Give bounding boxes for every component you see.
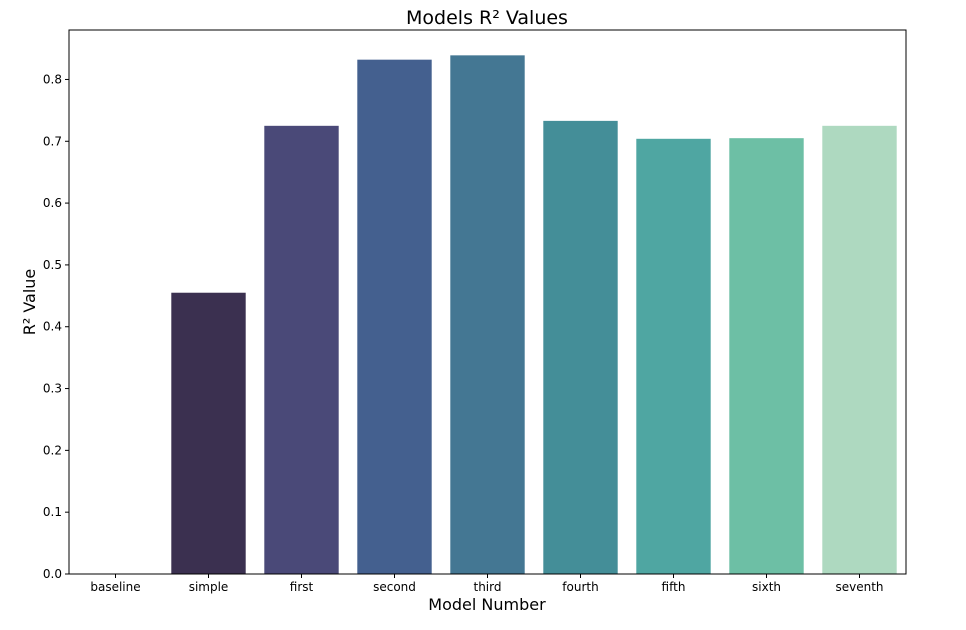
- x-axis-title: Model Number: [428, 595, 546, 614]
- x-tick-label: fourth: [562, 580, 598, 594]
- x-tick-label: third: [474, 580, 502, 594]
- y-tick-label: 0.5: [43, 258, 62, 272]
- y-tick-label: 0.7: [43, 134, 62, 148]
- y-tick-label: 0.0: [43, 567, 62, 581]
- bar-seventh: [822, 125, 897, 575]
- bar-fifth: [636, 138, 711, 575]
- y-tick-label: 0.8: [43, 72, 62, 86]
- x-tick-label: baseline: [90, 580, 140, 594]
- bar-first: [264, 125, 339, 575]
- chart-title: Models R² Values: [406, 7, 568, 29]
- bar-fourth: [543, 120, 618, 574]
- bar-third: [450, 55, 525, 574]
- bars-layer: [171, 55, 897, 575]
- bar-simple: [171, 292, 246, 574]
- y-tick-label: 0.4: [43, 320, 62, 334]
- x-tick-label: second: [373, 580, 416, 594]
- y-tick-label: 0.6: [43, 196, 62, 210]
- y-tick-label: 0.2: [43, 443, 62, 457]
- y-axis-ticks: 0.0 0.1 0.2 0.3 0.4 0.5 0.6 0.7 0.8: [43, 72, 69, 581]
- x-axis-ticks: baseline simple first second third fourth fift…: [90, 574, 884, 594]
- x-tick-label: first: [290, 580, 314, 594]
- x-tick-label: simple: [189, 580, 229, 594]
- y-tick-label: 0.3: [43, 382, 62, 396]
- y-tick-label: 0.1: [43, 505, 62, 519]
- bar-second: [357, 59, 432, 574]
- bar-sixth: [729, 138, 804, 574]
- y-axis-title: R² Value: [20, 269, 39, 336]
- x-tick-label: sixth: [752, 580, 781, 594]
- x-tick-label: seventh: [835, 580, 883, 594]
- x-tick-label: fifth: [662, 580, 686, 594]
